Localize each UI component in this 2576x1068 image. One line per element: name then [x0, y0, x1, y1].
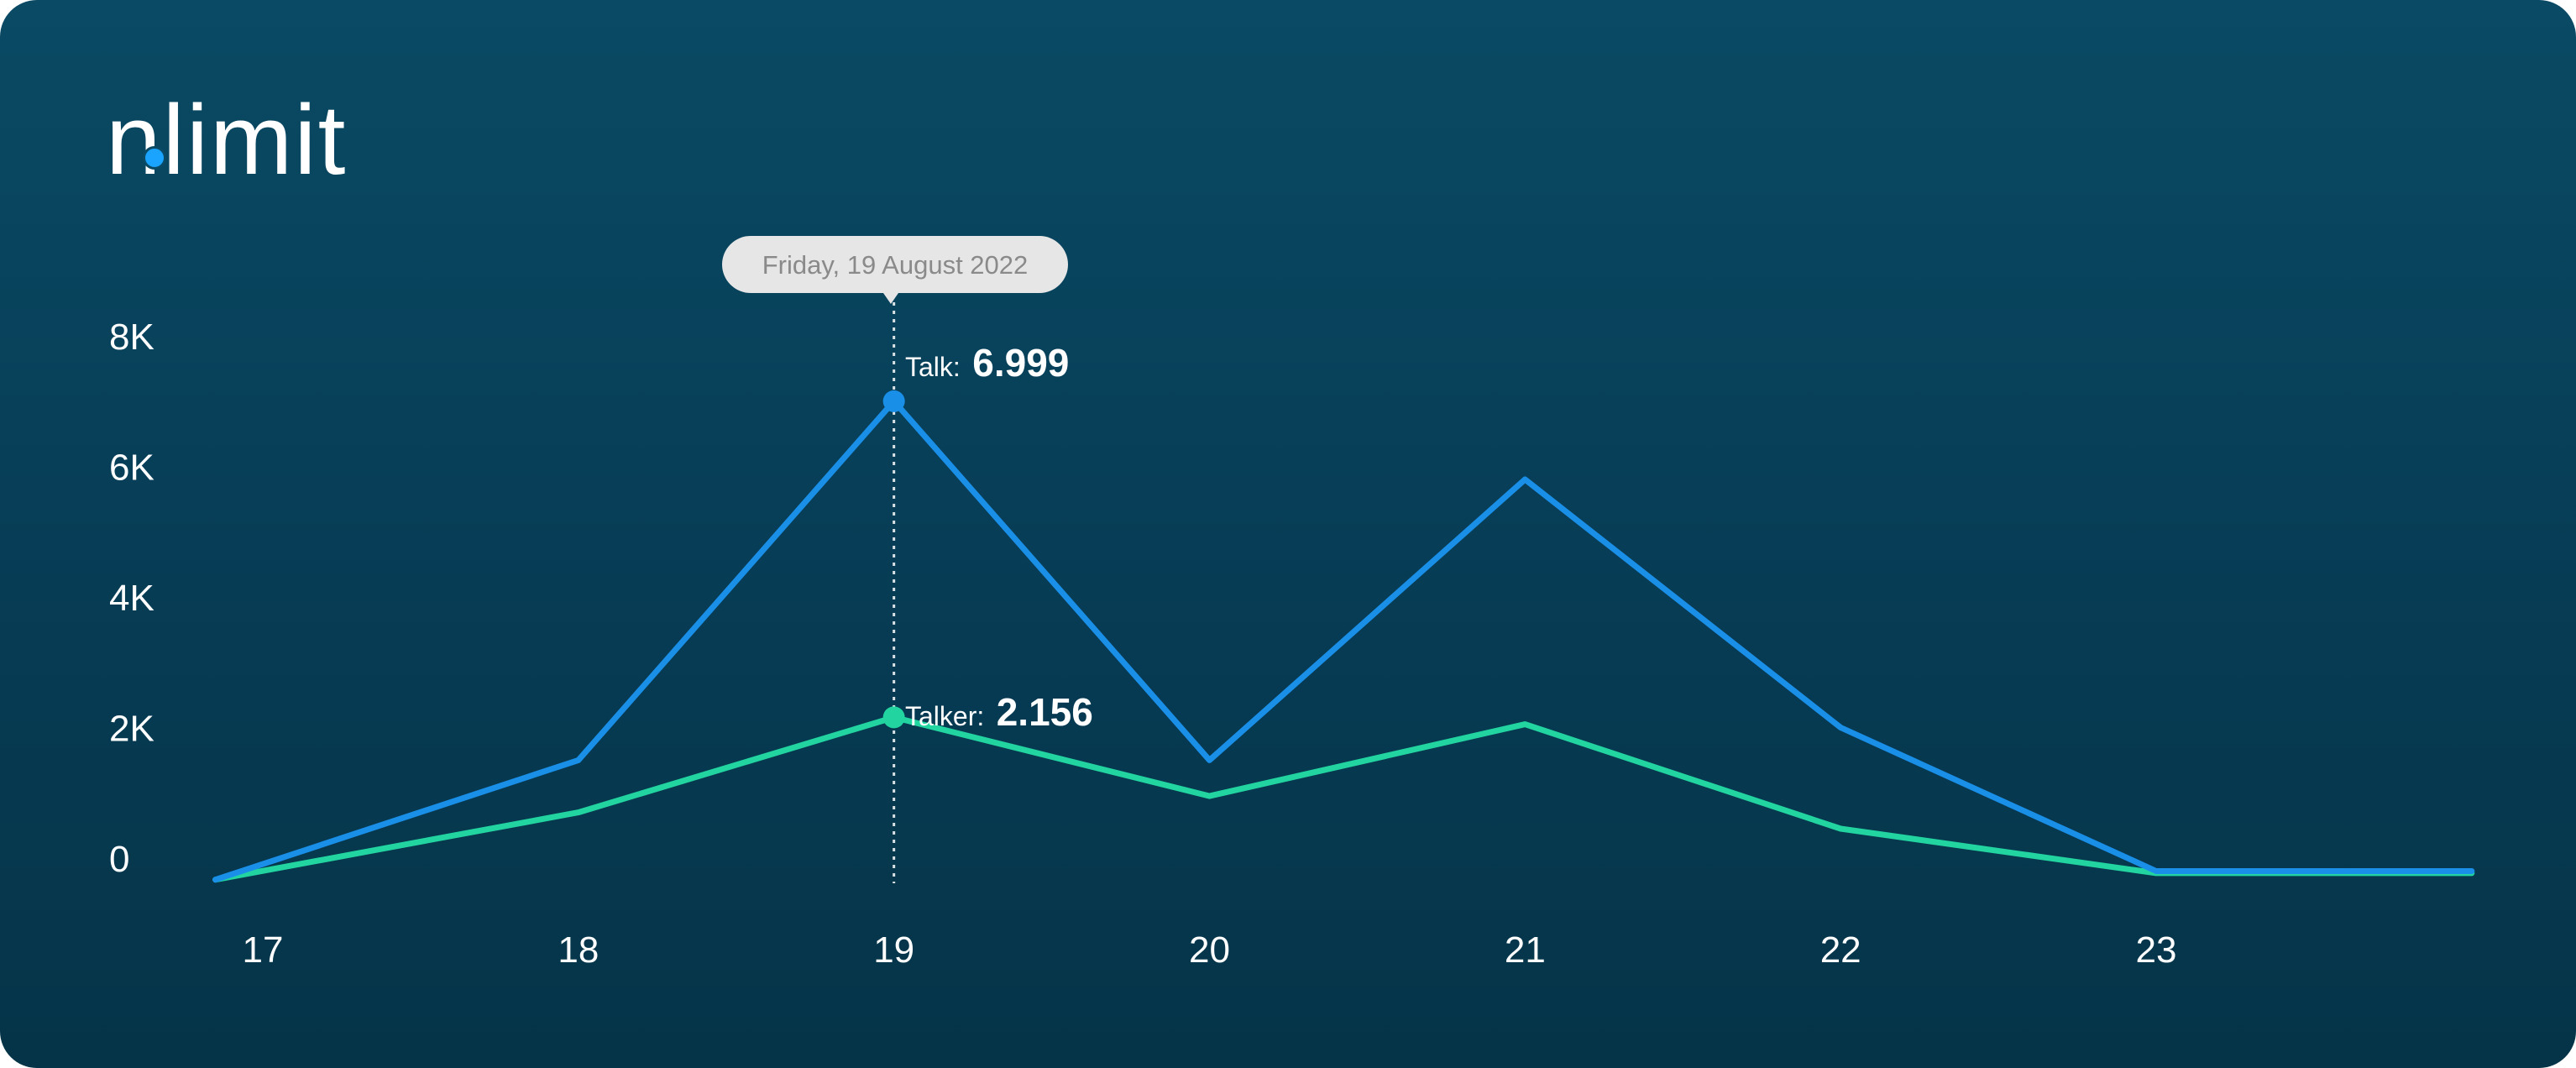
y-axis: 0 2K 4K 6K 8K [109, 317, 154, 880]
tooltip-pointer-icon [883, 293, 898, 304]
series-line-talker[interactable] [212, 714, 2475, 883]
x-tick-label: 20 [1189, 929, 1230, 971]
tooltip-talk-value: 6.999 [972, 341, 1069, 385]
tooltip-talker: Talker: 2.156 [905, 690, 1093, 734]
x-tick-label: 19 [873, 929, 914, 971]
tooltip-date-text: Friday, 19 August 2022 [762, 250, 1029, 280]
y-tick-label: 0 [109, 839, 129, 880]
x-tick-label: 23 [2136, 929, 2177, 971]
series-lines [212, 398, 2475, 883]
marker-talker [882, 706, 905, 729]
tooltip-date-bg [722, 236, 1068, 293]
x-tick-label: 17 [243, 929, 284, 971]
tooltip-date: Friday, 19 August 2022 [722, 236, 1068, 304]
y-tick-label: 2K [109, 709, 154, 750]
x-tick-label: 22 [1820, 929, 1861, 971]
svg-text:Talker: 2.156: Talker: 2.156 [905, 690, 1093, 734]
svg-text:Talk: 6.999: Talk: 6.999 [905, 341, 1069, 385]
marker-talk [882, 390, 905, 412]
y-tick-label: 6K [109, 448, 154, 489]
series-line-talk[interactable] [212, 398, 2475, 883]
y-tick-label: 8K [109, 317, 154, 358]
tooltip-talk-label: Talk: [905, 352, 961, 382]
tooltip-talk: Talk: 6.999 [905, 341, 1069, 385]
brand-logo: nlimit [106, 91, 345, 191]
tooltip-talker-value: 2.156 [997, 690, 1093, 734]
x-tick-label: 21 [1505, 929, 1546, 971]
logo-text: nlimit [106, 85, 348, 196]
y-tick-label: 4K [109, 578, 154, 619]
tooltip-talker-label: Talker: [905, 701, 984, 731]
x-tick-label: 18 [558, 929, 599, 971]
x-axis: 17 18 19 20 21 22 23 [243, 929, 2177, 971]
hover-markers [882, 390, 905, 729]
logo-dot-icon [143, 146, 166, 170]
